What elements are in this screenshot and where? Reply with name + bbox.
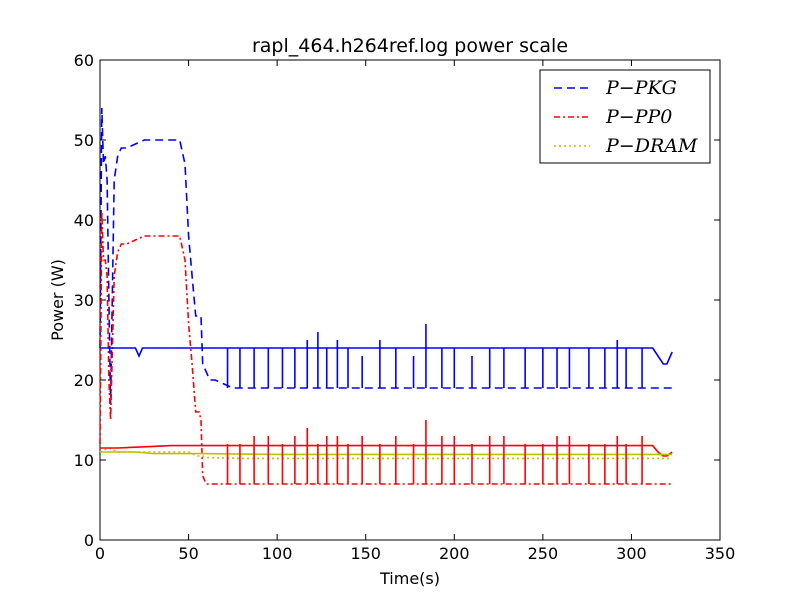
y-tick-label: 30 (74, 291, 94, 310)
y-axis-label: Power (W) (48, 259, 67, 341)
x-tick-label: 250 (528, 544, 559, 563)
y-tick-label: 10 (74, 451, 94, 470)
plot-area: 0 50 100 150 200 250 300 350 0 10 20 30 40 50 60 (74, 51, 736, 563)
x-tick-label: 100 (262, 544, 293, 563)
x-tick-label: 50 (178, 544, 198, 563)
legend-label-1: P−PP0 (605, 106, 672, 128)
y-tick-label: 0 (84, 531, 94, 550)
y-tick-label: 20 (74, 371, 94, 390)
x-tick-label: 150 (350, 544, 381, 563)
y-tick-label: 40 (74, 211, 94, 230)
chart-title: rapl_464.h264ref.log power scale (252, 35, 568, 57)
legend-label-2: P−DRAM (605, 135, 698, 157)
y-tick-label: 50 (74, 131, 94, 150)
legend: P−PKG P−PP0 P−DRAM (539, 69, 711, 164)
x-tick-label: 200 (439, 544, 470, 563)
series-line-3 (100, 347, 673, 365)
y-tick-label: 60 (74, 51, 94, 70)
x-tick-label: 350 (705, 544, 736, 563)
x-tick-label: 300 (616, 544, 647, 563)
x-axis-label: Time(s) (379, 569, 440, 588)
legend-label-0: P−PKG (605, 77, 677, 99)
x-tick-label: 0 (95, 544, 105, 563)
